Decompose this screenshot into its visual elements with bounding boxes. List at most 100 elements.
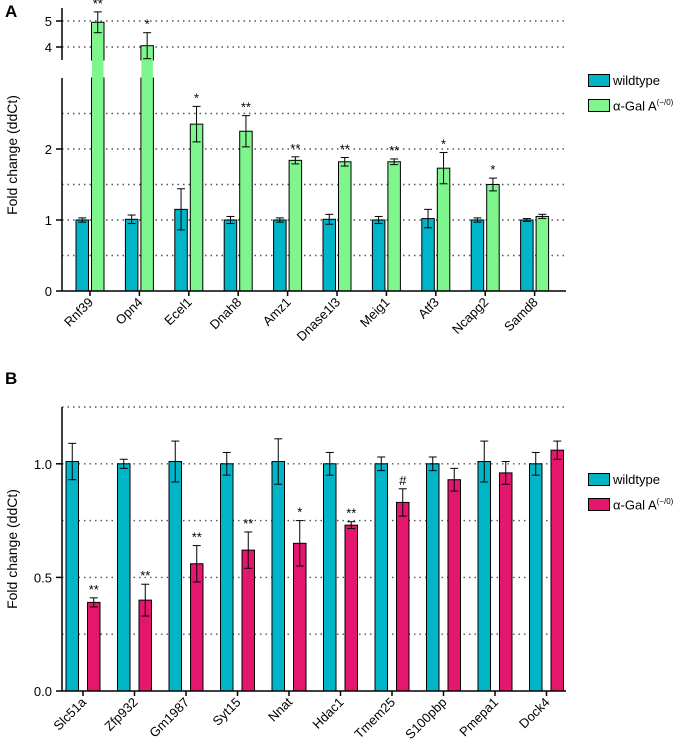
bar--gal-a-0--ncapg2	[486, 184, 500, 292]
legend-panel-a: wildtype α-Gal A(−/0)	[588, 72, 673, 122]
y-tick-label: 1	[45, 213, 52, 228]
bar-wildtype-opn4	[124, 218, 139, 292]
bar--gal-a-0--amz1	[288, 159, 303, 292]
bar--gal-a-0--samd8	[535, 215, 550, 292]
x-tick-label-dock4: Dock4	[516, 695, 553, 732]
legend-label-gal-a: α-Gal A(−/0)	[613, 97, 674, 114]
significance-marker: **	[192, 530, 202, 545]
legend-swatch-wildtype-b	[588, 473, 610, 486]
significance-marker: **	[93, 0, 103, 11]
x-tick-label-hdac1: Hdac1	[309, 695, 346, 732]
bar--gal-a-0--dock4	[550, 449, 564, 692]
bar-wildtype-samd8	[520, 219, 534, 292]
bar-wildtype-ncapg2	[470, 219, 485, 292]
bar--gal-a-0--ecel1	[189, 123, 204, 292]
bar-wildtype-syt15	[220, 463, 234, 692]
legend-swatch-gal-b	[588, 498, 610, 511]
bar--gal-a-0--tmem25	[396, 501, 410, 692]
y-tick-label: 4	[45, 40, 52, 55]
bar--gal-a-0--pmepa1	[499, 472, 513, 692]
legend-label-gal-b: α-Gal A(−/0)	[613, 496, 674, 513]
bar-wildtype-slc51a	[65, 461, 79, 692]
significance-marker: **	[290, 141, 300, 156]
bar-wildtype-s100pbp	[426, 463, 440, 692]
panel-letter-a: A	[5, 2, 17, 21]
significance-marker: **	[389, 143, 399, 158]
x-tick-label-tmem25: Tmem25	[351, 695, 398, 742]
y-tick-label: 2	[45, 142, 52, 157]
x-tick-label-slc51a: Slc51a	[50, 694, 89, 733]
bar--gal-a-0--opn4	[140, 77, 154, 292]
bar--gal-a-0--rnf39	[91, 77, 105, 292]
bar-wildtype-hdac1	[323, 463, 337, 692]
bar-wildtype-meig1	[371, 219, 386, 292]
bar--gal-a-0--syt15	[241, 549, 255, 692]
bar--gal-a-0--atf3	[436, 167, 451, 292]
x-tick-label-samd8: Samd8	[501, 295, 541, 335]
significance-marker: *	[441, 137, 446, 152]
significance-marker: **	[241, 100, 251, 115]
legend-label-wildtype: wildtype	[613, 73, 660, 88]
bar-wildtype-amz1	[273, 219, 287, 292]
significance-marker: **	[140, 568, 150, 583]
significance-marker: *	[490, 162, 495, 177]
legend-swatch-gal-a	[588, 99, 610, 112]
bar-bridge-opn4	[141, 59, 153, 79]
significance-marker: *	[194, 90, 199, 105]
significance-marker: **	[340, 142, 350, 157]
significance-marker: **	[243, 516, 253, 531]
x-tick-label-dnah8: Dnah8	[207, 295, 245, 333]
bar--gal-a-0--gm1987	[190, 563, 204, 692]
x-tick-label-zfp932: Zfp932	[101, 695, 140, 734]
bar-wildtype-dnase1l3	[322, 218, 336, 292]
legend-item-wildtype-b: wildtype	[588, 471, 673, 488]
legend-panel-b: wildtype α-Gal A(−/0)	[588, 471, 673, 521]
x-tick-label-atf3: Atf3	[415, 295, 442, 322]
y-tick-label: 1.0	[34, 457, 52, 472]
x-tick-label-syt15: Syt15	[210, 695, 244, 729]
legend-item-gal-a: α-Gal A(−/0)	[588, 97, 673, 114]
bar--gal-a-0--dnah8	[239, 130, 253, 292]
panel-letter-b: B	[5, 369, 17, 388]
y-axis-title-a: Fold change (ddCt)	[4, 95, 20, 215]
legend-swatch-wildtype	[588, 74, 610, 87]
bar--gal-a-0--meig1	[387, 161, 401, 292]
legend-item-wildtype: wildtype	[588, 72, 673, 89]
x-tick-label-gm1987: Gm1987	[146, 695, 192, 741]
bar--gal-a-0--s100pbp	[447, 479, 461, 692]
bar--gal-a-0--dnase1l3	[338, 161, 352, 292]
bar-wildtype-tmem25	[374, 463, 388, 692]
x-tick-label-s100pbp: S100pbp	[402, 695, 449, 742]
legend-label-wildtype-b: wildtype	[613, 472, 660, 487]
x-tick-label-meig1: Meig1	[357, 295, 393, 331]
bar-wildtype-nnat	[271, 461, 285, 692]
bar-wildtype-gm1987	[168, 461, 182, 692]
bar--gal-a-0--slc51a	[87, 601, 101, 692]
x-tick-label-pmepa1: Pmepa1	[456, 695, 501, 740]
legend-item-gal-b: α-Gal A(−/0)	[588, 496, 673, 513]
y-tick-label: 0.0	[34, 684, 52, 699]
x-tick-label-ncapg2: Ncapg2	[449, 295, 491, 337]
bar-wildtype-dock4	[529, 463, 543, 692]
bar--gal-a-0--hdac1	[344, 524, 358, 692]
x-tick-label-nnat: Nnat	[265, 694, 295, 724]
bar-wildtype-dnah8	[223, 219, 238, 292]
significance-marker: **	[89, 582, 99, 597]
bar-wildtype-atf3	[421, 218, 435, 292]
significance-marker: *	[297, 505, 302, 520]
y-tick-label: 5	[45, 14, 52, 29]
x-tick-label-dnase1l3: Dnase1l3	[294, 295, 343, 344]
bar-wildtype-zfp932	[117, 463, 131, 692]
x-tick-label-amz1: Amz1	[260, 295, 294, 329]
bar-wildtype-pmepa1	[477, 461, 491, 692]
significance-marker: **	[346, 506, 356, 521]
bar-bridge-rnf39	[92, 59, 104, 79]
bar-wildtype-rnf39	[75, 219, 89, 292]
y-axis-title-b: Fold change (ddCt)	[4, 489, 20, 609]
y-tick-label: 0.5	[34, 570, 52, 585]
significance-marker: #	[399, 473, 407, 488]
significance-marker: *	[145, 17, 150, 32]
